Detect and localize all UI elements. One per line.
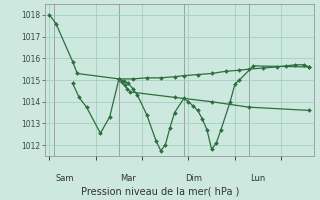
Text: Mar: Mar bbox=[121, 174, 136, 183]
Text: Dim: Dim bbox=[185, 174, 203, 183]
Text: Sam: Sam bbox=[56, 174, 74, 183]
Text: Lun: Lun bbox=[250, 174, 266, 183]
Text: Pression niveau de la mer( hPa ): Pression niveau de la mer( hPa ) bbox=[81, 186, 239, 196]
